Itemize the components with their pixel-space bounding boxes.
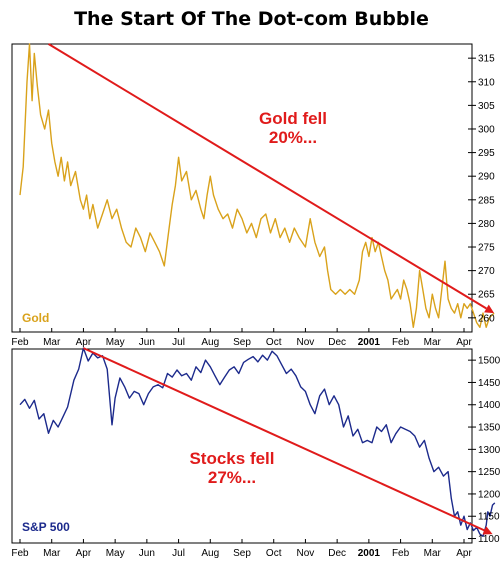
gold-y-tick-label: 265 xyxy=(478,290,495,301)
gold-x-tick-label: Apr xyxy=(76,337,92,348)
sp500-annotation-line-2: 27%... xyxy=(208,468,256,487)
gold-y-tick-label: 285 xyxy=(478,195,495,206)
sp-y-tick-label: 1250 xyxy=(478,467,501,478)
sp-x-tick-label: Apr xyxy=(456,548,472,559)
sp-y-tick-label: 1500 xyxy=(478,356,501,367)
gold-x-tick-label: Mar xyxy=(424,337,442,348)
gold-x-tick-label: Apr xyxy=(456,337,472,348)
sp-x-tick-label: Feb xyxy=(392,548,410,559)
gold-x-tick-label: Dec xyxy=(328,337,346,348)
gold-y-axis: 260 265 270 275 280 285 290 295 300 305 310 315 xyxy=(468,54,495,324)
chart-title: The Start Of The Dot-com Bubble xyxy=(74,8,429,30)
sp-x-tick-label: Mar xyxy=(424,548,442,559)
sp-x-tick-label: Nov xyxy=(297,548,315,559)
gold-plot-frame xyxy=(11,43,473,333)
gold-x-tick-label: Sep xyxy=(233,337,251,348)
gold-panel: Gold fell 20%... Gold 260 265 270 275 280 285… xyxy=(11,43,495,348)
gold-x-tick-label: Jun xyxy=(139,337,155,348)
gold-trend-line xyxy=(48,43,487,310)
sp-x-tick-label: Apr xyxy=(76,548,92,559)
gold-x-axis: Feb Mar Apr May Jun Jul Aug Sep Oct Nov Dec 2001 Feb… xyxy=(11,328,472,348)
sp500-y-axis: 1100 1150 1200 1250 1300 1350 1400 1450 1500 xyxy=(468,356,501,545)
sp-x-tick-label: Sep xyxy=(233,548,251,559)
gold-annotation-line-1: Gold fell xyxy=(259,109,327,128)
gold-y-tick-label: 295 xyxy=(478,148,495,159)
gold-series-line xyxy=(19,43,495,328)
sp500-x-axis: Feb Mar Apr May Jun Jul Aug Sep Oct Nov Dec 2001 Feb… xyxy=(11,539,472,559)
sp-y-tick-label: 1400 xyxy=(478,400,501,411)
sp-x-tick-label: May xyxy=(106,548,125,559)
sp500-panel: Stocks fell 27%... S&P 500 1100115012001… xyxy=(11,347,501,559)
gold-annotation-line-2: 20%... xyxy=(269,128,317,147)
sp-x-tick-label: Mar xyxy=(43,548,61,559)
gold-y-tick-label: 315 xyxy=(478,54,495,65)
gold-x-tick-label: Mar xyxy=(43,337,61,348)
gold-y-tick-label: 305 xyxy=(478,101,495,112)
sp-x-tick-label: 2001 xyxy=(358,548,381,559)
sp-x-tick-label: Feb xyxy=(11,548,29,559)
sp-x-tick-label: Oct xyxy=(266,548,282,559)
sp-y-tick-label: 1300 xyxy=(478,445,501,456)
gold-y-tick-label: 300 xyxy=(478,124,495,135)
gold-y-tick-label: 280 xyxy=(478,219,495,230)
gold-y-tick-label: 260 xyxy=(478,313,495,324)
sp500-series-label: S&P 500 xyxy=(22,520,70,534)
gold-series-label: Gold xyxy=(22,311,49,325)
sp-x-tick-label: Aug xyxy=(201,548,219,559)
gold-x-tick-label: Jul xyxy=(172,337,185,348)
gold-y-tick-label: 310 xyxy=(478,77,495,88)
gold-x-tick-label: Oct xyxy=(266,337,282,348)
gold-y-tick-label: 275 xyxy=(478,243,495,254)
sp-y-tick-label: 1150 xyxy=(478,512,500,523)
gold-y-tick-label: 270 xyxy=(478,266,495,277)
sp-y-tick-label: 1100 xyxy=(478,534,500,545)
gold-x-tick-label: Feb xyxy=(11,337,29,348)
gold-x-tick-label: 2001 xyxy=(358,337,381,348)
gold-x-tick-label: May xyxy=(106,337,125,348)
sp-x-tick-label: Dec xyxy=(328,548,346,559)
gold-x-tick-label: Nov xyxy=(297,337,315,348)
sp-y-tick-label: 1450 xyxy=(478,378,501,389)
sp500-series-line xyxy=(19,347,496,537)
gold-x-tick-label: Feb xyxy=(392,337,410,348)
gold-y-tick-label: 290 xyxy=(478,172,495,183)
sp-y-tick-label: 1200 xyxy=(478,489,501,500)
sp500-trend-arrowhead xyxy=(482,526,493,535)
sp-y-tick-label: 1350 xyxy=(478,423,501,434)
sp-x-tick-label: Jul xyxy=(172,548,185,559)
sp500-trend-line xyxy=(83,347,485,532)
gold-trend-arrowhead xyxy=(484,304,495,314)
sp-x-tick-label: Jun xyxy=(139,548,155,559)
gold-x-tick-label: Aug xyxy=(201,337,219,348)
sp500-annotation-line-1: Stocks fell xyxy=(189,449,274,468)
sp500-plot-frame xyxy=(11,348,473,544)
